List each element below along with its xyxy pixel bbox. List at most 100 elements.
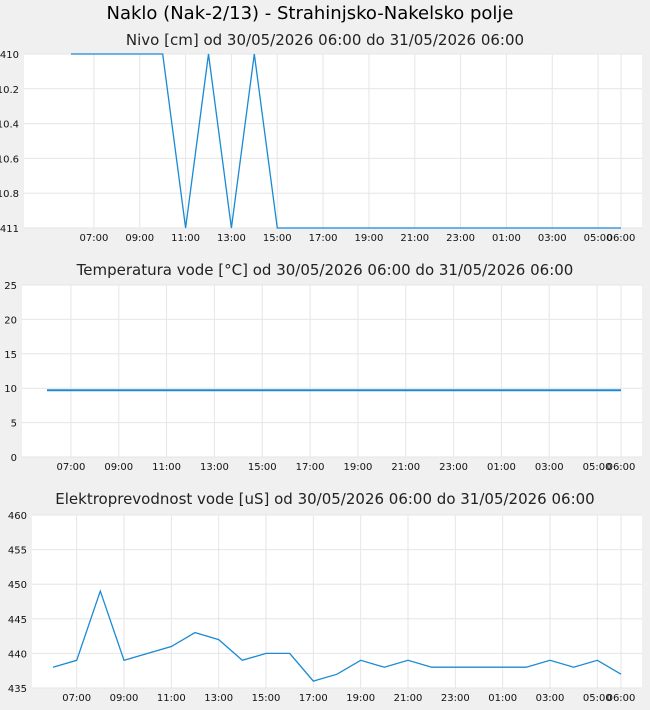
y-tick-label: 440 [8,649,27,660]
x-tick-label: 13:00 [204,693,233,704]
x-tick-label: 07:00 [80,233,109,244]
data-point [185,227,187,229]
data-point [171,646,173,648]
x-tick-label: 11:00 [152,462,181,473]
x-tick-label: 21:00 [391,462,420,473]
data-point [265,653,267,655]
data-point [254,53,256,55]
x-tick-label: 13:00 [200,462,229,473]
x-tick-label: 17:00 [296,462,325,473]
x-tick-label: 07:00 [57,462,86,473]
data-point [76,660,78,662]
data-point [407,660,409,662]
y-tick-label: 0 [11,453,17,464]
data-point [139,53,141,55]
data-point [52,666,54,668]
data-point [218,639,220,641]
data-point [190,389,192,391]
data-point [100,590,102,592]
data-point [384,666,386,668]
data-point [620,227,622,229]
data-point [597,227,599,229]
x-tick-label: 01:00 [492,233,521,244]
x-tick-label: 19:00 [355,233,384,244]
x-tick-label: 05:00 [583,693,612,704]
data-point [620,389,622,391]
page-title: Naklo (Nak-2/13) - Strahinjsko-Nakelsko … [106,3,514,24]
x-tick-label: 15:00 [263,233,292,244]
plot-area-temperatura [22,285,642,457]
data-point [70,53,72,55]
data-point [93,53,95,55]
data-point [208,53,210,55]
data-point [46,389,48,391]
data-point [166,389,168,391]
data-point [620,673,622,675]
x-tick-label: 19:00 [346,693,375,704]
x-tick-label: 03:00 [536,693,565,704]
y-tick-label: -4410.2 [0,85,19,96]
data-point [437,227,439,229]
data-point [118,389,120,391]
data-point [238,389,240,391]
series-line-nivo [71,53,621,229]
plot-area-elektroprevodnost [32,515,642,688]
data-point [453,389,455,391]
x-tick-label: 06:00 [607,462,636,473]
data-point [477,389,479,391]
data-point [573,666,575,668]
data-point [596,389,598,391]
data-point [501,389,503,391]
y-tick-label: 455 [8,546,27,557]
data-point [460,227,462,229]
x-tick-label: 15:00 [252,693,281,704]
data-point [414,227,416,229]
data-point [548,389,550,391]
x-tick-label: 01:00 [487,462,516,473]
x-tick-label: 21:00 [394,693,423,704]
data-point [368,227,370,229]
data-point [549,660,551,662]
data-point [162,53,164,55]
data-point [322,227,324,229]
data-point [574,227,576,229]
data-point [429,389,431,391]
x-tick-label: 11:00 [171,233,200,244]
y-tick-label: -4410.8 [0,189,19,200]
plot-area-nivo [24,54,642,228]
y-tick-label: -4410.6 [0,154,19,165]
y-tick-label: -4411 [0,224,19,235]
x-tick-label: 05:00 [584,233,613,244]
data-point [336,673,338,675]
data-point [70,389,72,391]
data-point [391,227,393,229]
x-tick-label: 09:00 [110,693,139,704]
y-tick-label: 10 [4,384,17,395]
data-point [94,389,96,391]
x-tick-label: 07:00 [62,693,91,704]
chart-title-elektroprevodnost: Elektroprevodnost vode [uS] od 30/05/202… [55,490,595,508]
series-line-elektroprevodnost [52,589,622,682]
data-point [502,666,504,668]
data-point [123,660,125,662]
data-point [194,632,196,634]
x-tick-label: 03:00 [535,462,564,473]
x-tick-label: 03:00 [538,233,567,244]
y-tick-label: 20 [4,315,17,326]
data-point [506,227,508,229]
x-tick-label: 17:00 [299,693,328,704]
data-point [572,389,574,391]
data-point [309,389,311,391]
data-point [285,389,287,391]
data-point [357,389,359,391]
x-tick-label: 23:00 [446,233,475,244]
x-tick-label: 09:00 [125,233,154,244]
chart-title-nivo: Nivo [cm] od 30/05/2026 06:00 do 31/05/2… [125,31,525,49]
y-tick-label: 460 [8,511,27,522]
y-tick-label: -4410.4 [0,120,19,131]
data-point [231,227,233,229]
data-point [147,653,149,655]
data-point [431,666,433,668]
data-point [405,389,407,391]
